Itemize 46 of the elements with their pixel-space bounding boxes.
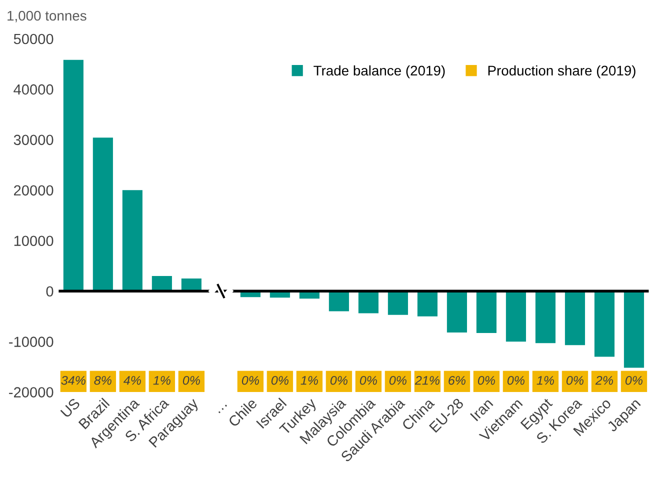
data-label: 0% bbox=[389, 376, 406, 385]
data-label: 1% bbox=[300, 376, 318, 385]
y-tick-label: 0 bbox=[46, 286, 54, 297]
data-label: 4% bbox=[123, 376, 141, 385]
data-label: 0% bbox=[507, 376, 524, 385]
bar bbox=[476, 291, 497, 333]
bar bbox=[417, 291, 438, 316]
bar bbox=[564, 291, 586, 346]
data-label: 0% bbox=[478, 376, 495, 385]
bar bbox=[92, 138, 113, 292]
data-label: 1% bbox=[153, 376, 170, 385]
bar bbox=[624, 291, 644, 368]
y-tick-label: 30000 bbox=[14, 134, 54, 146]
data-label: 0% bbox=[182, 376, 200, 385]
legend-label: Production share (2019) bbox=[488, 65, 636, 78]
data-label: 0% bbox=[360, 376, 377, 385]
bar bbox=[535, 291, 556, 344]
data-label: 0% bbox=[566, 376, 584, 385]
data-label: 8% bbox=[94, 376, 112, 385]
bar bbox=[446, 291, 467, 332]
y-tick-label: 10000 bbox=[14, 236, 54, 246]
y-tick-label: -20000 bbox=[9, 387, 54, 398]
data-label: 34% bbox=[61, 376, 86, 385]
data-label: 1% bbox=[536, 376, 554, 385]
data-label: 6% bbox=[448, 376, 466, 385]
y-tick-label: -10000 bbox=[9, 336, 54, 347]
bar bbox=[63, 60, 84, 292]
bar bbox=[594, 291, 615, 357]
data-label: 0% bbox=[330, 376, 348, 385]
data-label: 21% bbox=[414, 376, 440, 385]
x-tick-label: … bbox=[218, 404, 228, 414]
data-label: 0% bbox=[271, 376, 288, 385]
data-label: 2% bbox=[595, 376, 613, 385]
bar bbox=[388, 291, 408, 315]
bar bbox=[122, 190, 142, 292]
y-tick-label: 50000 bbox=[14, 34, 54, 44]
y-tick-label: 20000 bbox=[14, 185, 54, 196]
data-label: 0% bbox=[242, 376, 259, 385]
legend-label: Trade balance (2019) bbox=[314, 65, 445, 78]
data-label: 0% bbox=[626, 376, 642, 385]
x-tick-label: US bbox=[60, 398, 81, 418]
y-tick-label: 40000 bbox=[14, 84, 54, 95]
bar bbox=[328, 291, 349, 312]
bar bbox=[358, 291, 378, 314]
y-axis-title: 1,000 tonnes bbox=[8, 10, 86, 22]
bar bbox=[506, 291, 526, 342]
